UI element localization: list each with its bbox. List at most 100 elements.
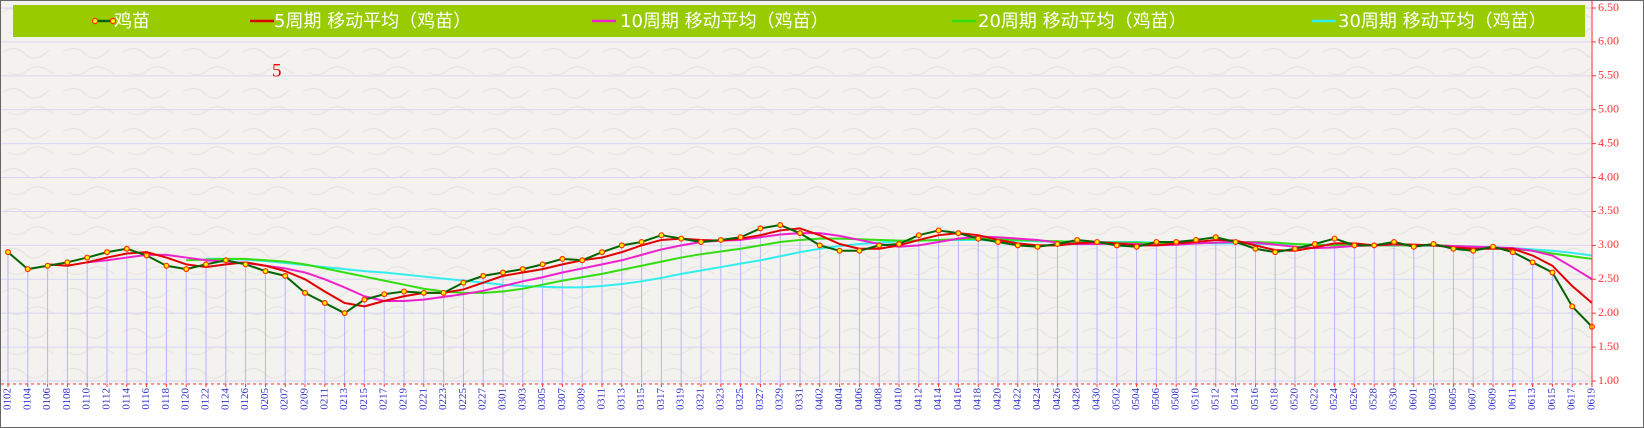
x-tick-label: 0506 [1150,388,1162,411]
x-tick-label: 0325 [734,388,746,411]
x-tick-label: 0516 [1249,388,1261,411]
point-marker [381,291,388,298]
point-marker [361,296,368,303]
x-tick-label: 0114 [120,388,132,410]
x-tick-label: 0317 [655,388,667,411]
point-marker [1529,259,1536,266]
point-marker [302,289,309,296]
point-marker [777,222,784,229]
point-marker [143,252,150,259]
point-marker [64,259,71,266]
x-tick-label: 0323 [714,388,726,411]
point-marker [559,255,566,262]
x-tick-label: 0522 [1308,388,1320,410]
x-tick-label: 0418 [972,388,984,411]
x-tick-label: 0408 [873,388,885,411]
point-marker [1153,238,1160,245]
x-tick-label: 0416 [952,388,964,411]
point-marker [84,254,91,261]
point-marker [1113,242,1120,249]
point-marker [856,247,863,254]
x-tick-label: 0617 [1566,388,1578,411]
x-tick-label: 0122 [200,388,212,410]
x-tick-label: 0301 [497,388,509,410]
y-tick-label: 4.00 [1598,169,1619,183]
point-marker [638,238,645,245]
point-marker [1291,245,1298,252]
x-tick-label: 0422 [1011,388,1023,410]
y-tick-label: 2.50 [1598,271,1619,285]
point-marker [895,241,902,248]
x-tick-label: 0426 [1051,388,1063,411]
point-marker [1430,241,1437,248]
point-marker [1173,238,1180,245]
point-marker [678,235,685,242]
point-marker [341,310,348,317]
point-marker [1192,236,1199,243]
x-tick-label: 0116 [140,388,152,410]
x-tick-label: 0104 [21,388,33,411]
x-tick-label: 0311 [596,388,608,410]
point-marker [1272,249,1279,256]
point-marker [203,261,210,268]
x-tick-label: 0404 [833,388,845,411]
x-tick-label: 0112 [101,388,113,410]
x-tick-label: 0227 [477,388,489,411]
y-tick-label: 6.00 [1598,34,1619,48]
x-tick-label: 0211 [318,388,330,410]
y-tick-label: 6.50 [1598,0,1619,14]
x-tick-label: 0619 [1586,388,1598,411]
x-tick-label: 0510 [1190,388,1202,411]
x-tick-label: 0126 [239,388,251,411]
x-tick-label: 0223 [437,388,449,411]
point-marker [163,262,170,269]
x-tick-label: 0221 [417,388,429,410]
legend-marker [109,17,117,25]
x-tick-label: 0414 [932,388,944,411]
x-tick-label: 0219 [398,388,410,411]
legend-marker [91,17,99,25]
x-tick-label: 0514 [1229,388,1241,411]
point-marker [1390,238,1397,245]
x-tick-label: 0110 [81,388,93,410]
series-line [47,227,1593,308]
x-tick-label: 0402 [813,388,825,410]
point-marker [1410,243,1417,250]
point-marker [44,262,51,269]
y-tick-label: 3.00 [1598,237,1619,251]
x-tick-label: 0309 [576,388,588,411]
point-marker [1034,243,1041,250]
point-marker [460,279,467,286]
y-tick-label: 4.50 [1598,135,1619,149]
x-tick-label: 0601 [1407,388,1419,410]
point-marker [1470,247,1477,254]
x-tick-label: 0120 [180,388,192,411]
point-marker [1371,242,1378,249]
series-line [87,232,1593,302]
x-tick-label: 0315 [635,388,647,411]
point-marker [103,249,110,256]
point-marker [1569,303,1576,310]
x-tick-label: 0615 [1546,388,1558,411]
x-tick-label: 0327 [754,388,766,411]
point-marker [24,266,31,273]
x-tick-label: 0313 [615,388,627,411]
x-tick-label: 0225 [457,388,469,411]
point-marker [183,266,190,273]
legend-label: 20周期 移动平均（鸡苗） [978,11,1187,32]
x-tick-label: 0528 [1368,388,1380,411]
x-tick-label: 0102 [2,388,14,410]
point-marker [1331,235,1338,242]
x-tick-label: 0106 [41,388,53,411]
y-tick-label: 3.50 [1598,203,1619,217]
x-tick-label: 0412 [912,388,924,410]
x-tick-label: 0209 [299,388,311,411]
point-marker [282,272,289,279]
point-marker [1133,243,1140,250]
point-marker [222,257,229,264]
point-marker [1351,242,1358,249]
point-marker [480,272,487,279]
legend-label: 30周期 移动平均（鸡苗） [1338,11,1547,32]
x-tick-label: 0207 [279,388,291,411]
